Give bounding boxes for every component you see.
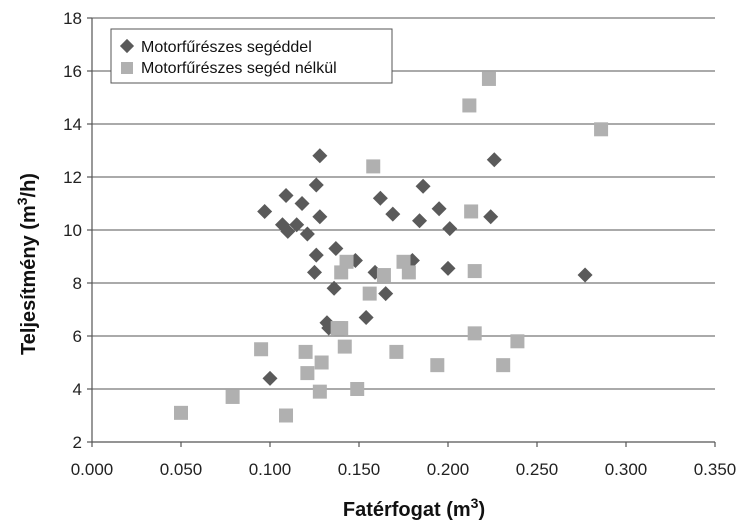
y-tick-label: 12	[63, 168, 82, 187]
data-point-square	[430, 358, 445, 373]
legend-box	[110, 28, 393, 84]
data-point-diamond	[326, 280, 342, 296]
data-point-diamond	[442, 221, 458, 237]
y-tick-label: 6	[73, 327, 82, 346]
data-point-square	[334, 321, 349, 336]
data-point-diamond	[308, 247, 324, 263]
data-point-square	[396, 254, 411, 269]
x-tick-label: 0.350	[694, 460, 737, 479]
data-point-square	[389, 344, 404, 359]
x-tick-label: 0.300	[605, 460, 648, 479]
x-tick-label: 0.200	[427, 460, 470, 479]
data-point-square	[496, 358, 511, 373]
data-point-diamond	[294, 196, 310, 211]
data-point-diamond	[440, 260, 456, 276]
x-tick-labels: 0.000 0.050 0.100 0.150 0.200 0.250 0.300 0.350	[71, 460, 737, 479]
data-point-square	[174, 405, 188, 420]
data-point-square	[401, 265, 416, 280]
data-point-diamond	[280, 223, 296, 239]
data-point-square	[362, 286, 377, 301]
data-point-square	[334, 265, 349, 280]
data-point-square	[337, 339, 352, 354]
x-tick-label: 0.000	[71, 460, 114, 479]
data-point-square	[467, 264, 482, 279]
data-point-square	[225, 389, 240, 404]
data-point-square	[254, 342, 269, 357]
data-point-diamond	[262, 370, 278, 386]
data-point-diamond	[378, 286, 394, 302]
y-tick-label: 10	[63, 221, 82, 240]
data-point-diamond	[308, 177, 324, 193]
legend: Motorfűrészes segéddel Motorfűrészes seg…	[110, 28, 393, 84]
data-point-diamond	[312, 209, 328, 225]
data-point-diamond	[299, 226, 315, 242]
y-tick-label: 2	[73, 433, 82, 452]
axes	[87, 17, 716, 447]
data-point-square	[594, 122, 609, 137]
y-tick-label: 8	[73, 274, 82, 293]
data-point-diamond	[431, 201, 447, 217]
data-point-diamond	[307, 264, 322, 280]
x-tick-label: 0.100	[249, 460, 292, 479]
x-axis-title: Fatérfogat (m3)	[343, 495, 485, 521]
data-point-diamond	[278, 188, 294, 204]
data-point-square	[366, 159, 381, 174]
data-point-square	[510, 334, 525, 349]
data-point-diamond	[415, 178, 431, 194]
legend-label-series-2: Motorfűrészes segéd nélkül	[141, 60, 337, 77]
data-points	[174, 71, 609, 423]
data-point-square	[464, 204, 479, 219]
data-point-square	[300, 366, 315, 381]
data-point-diamond	[577, 267, 593, 283]
x-tick-label: 0.150	[338, 460, 381, 479]
data-point-square	[467, 326, 482, 341]
data-point-diamond	[385, 206, 401, 222]
data-point-diamond	[257, 203, 273, 219]
data-point-diamond	[412, 213, 428, 229]
legend-label-series-1: Motorfűrészes segéddel	[141, 39, 312, 56]
data-point-square	[462, 98, 477, 113]
x-tick-label: 0.050	[160, 460, 203, 479]
y-tick-labels: 2 4 6 8 10 12 14 16 18	[63, 9, 82, 452]
y-tick-label: 14	[63, 115, 82, 134]
data-point-square	[339, 254, 354, 269]
data-point-square	[279, 408, 294, 423]
data-point-square	[350, 382, 365, 396]
data-point-diamond	[483, 209, 499, 225]
data-point-diamond	[358, 309, 374, 325]
data-point-diamond	[486, 152, 502, 168]
data-point-square	[298, 344, 313, 359]
data-point-diamond	[289, 217, 305, 233]
data-point-square	[481, 71, 496, 86]
data-point-diamond	[312, 148, 328, 164]
data-point-square	[312, 384, 327, 399]
data-point-square	[376, 268, 391, 283]
data-point-square	[314, 355, 329, 370]
x-tick-label: 0.250	[516, 460, 559, 479]
y-tick-label: 18	[63, 9, 82, 28]
data-point-diamond	[328, 241, 344, 257]
y-tick-label: 4	[73, 380, 82, 399]
data-point-diamond	[372, 190, 388, 206]
y-axis-title: Teljesítmény (m3/h)	[14, 173, 40, 355]
y-tick-label: 16	[63, 62, 82, 81]
legend-marker-square	[121, 62, 133, 74]
